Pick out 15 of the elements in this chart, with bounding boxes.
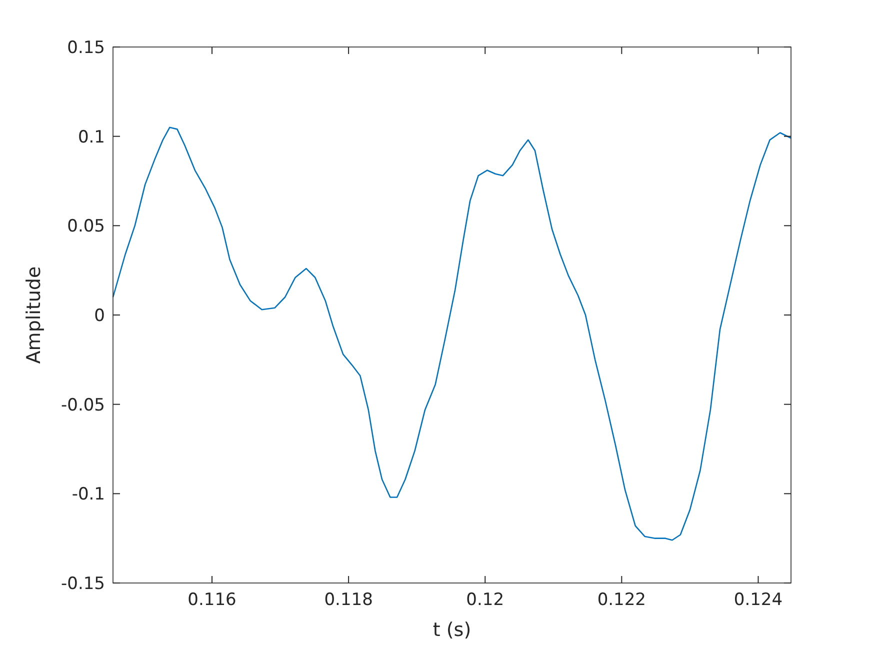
y-tick-label: -0.05 (61, 395, 105, 416)
y-axis-title: Amplitude (23, 266, 45, 364)
y-tick-label: -0.1 (72, 484, 105, 505)
x-tick-label: 0.122 (597, 590, 646, 610)
y-tick-label: 0.15 (67, 38, 105, 58)
y-tick-label: 0.05 (67, 216, 105, 237)
x-tick-label: 0.12 (466, 590, 504, 610)
x-tick-label: 0.116 (188, 590, 236, 610)
line-series (112, 126, 792, 541)
y-tick-label: 0.1 (78, 127, 105, 148)
x-tick-label: 0.124 (734, 590, 783, 610)
y-tick-label: 0 (94, 306, 105, 326)
y-tick-label: -0.15 (61, 574, 105, 594)
x-tick-label: 0.118 (324, 590, 373, 610)
x-axis-title: t (s) (432, 619, 472, 641)
